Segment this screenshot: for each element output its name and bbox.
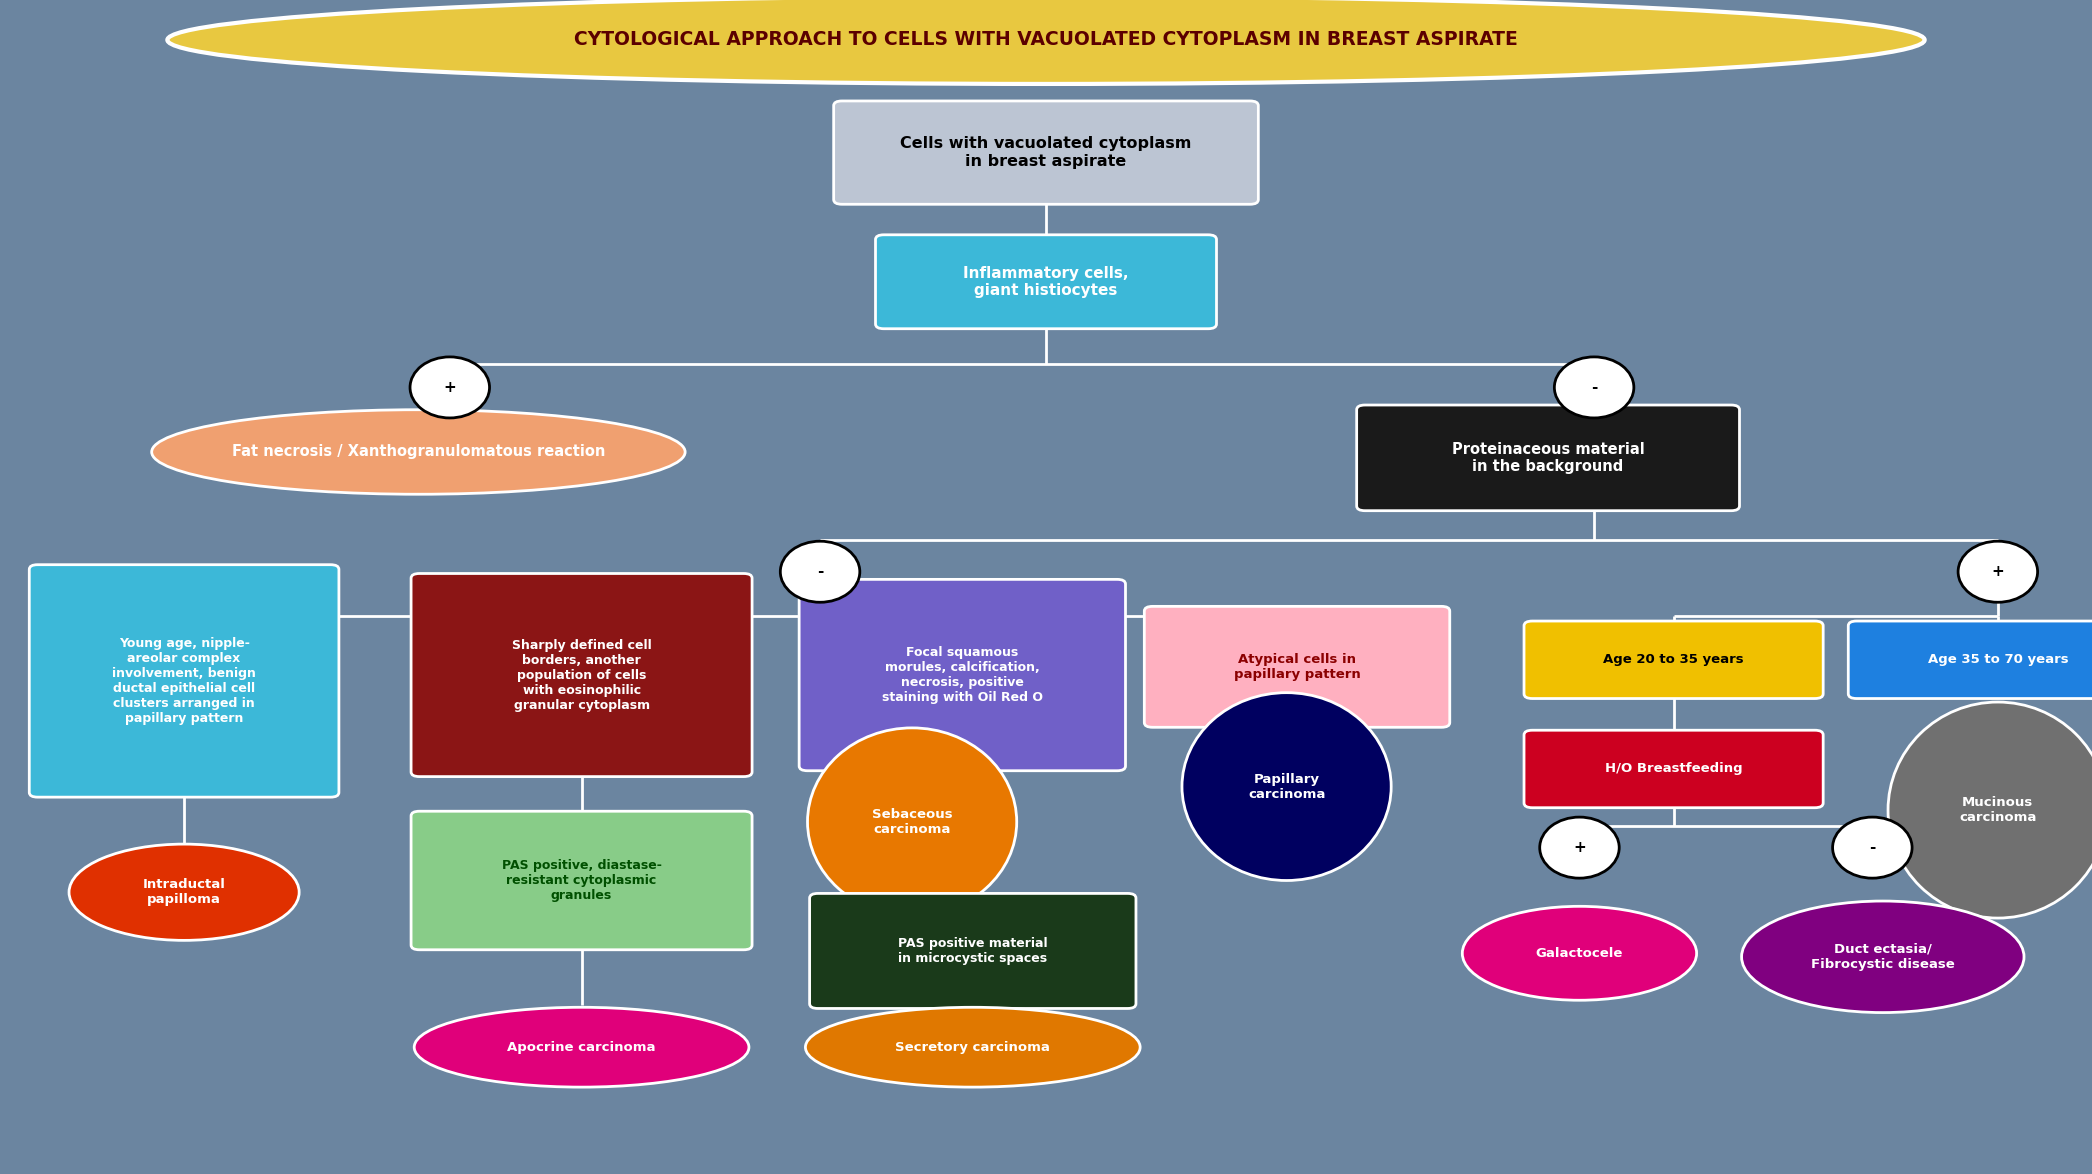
Text: Apocrine carcinoma: Apocrine carcinoma [508,1040,655,1054]
Text: Duct ectasia/
Fibrocystic disease: Duct ectasia/ Fibrocystic disease [1812,943,1954,971]
Text: -: - [1868,841,1877,855]
Text: Intraductal
papilloma: Intraductal papilloma [142,878,226,906]
Text: Cells with vacuolated cytoplasm
in breast aspirate: Cells with vacuolated cytoplasm in breas… [900,136,1192,169]
Text: Galactocele: Galactocele [1536,946,1623,960]
Ellipse shape [69,844,299,940]
FancyBboxPatch shape [1356,405,1738,511]
Text: Young age, nipple-
areolar complex
involvement, benign
ductal epithelial cell
cl: Young age, nipple- areolar complex invol… [113,637,255,724]
FancyBboxPatch shape [799,580,1125,771]
Text: Atypical cells in
papillary pattern: Atypical cells in papillary pattern [1234,653,1360,681]
Text: Age 20 to 35 years: Age 20 to 35 years [1602,653,1745,667]
Ellipse shape [1554,357,1634,418]
Ellipse shape [167,0,1925,85]
FancyBboxPatch shape [1523,621,1824,699]
Text: CYTOLOGICAL APPROACH TO CELLS WITH VACUOLATED CYTOPLASM IN BREAST ASPIRATE: CYTOLOGICAL APPROACH TO CELLS WITH VACUO… [573,31,1519,49]
Ellipse shape [808,728,1017,916]
FancyBboxPatch shape [410,574,753,777]
Ellipse shape [1540,817,1619,878]
FancyBboxPatch shape [1523,730,1824,808]
Text: H/O Breastfeeding: H/O Breastfeeding [1605,762,1743,776]
Text: Papillary
carcinoma: Papillary carcinoma [1249,772,1324,801]
Ellipse shape [1958,541,2038,602]
Text: Age 35 to 70 years: Age 35 to 70 years [1927,653,2069,667]
Ellipse shape [414,1007,749,1087]
FancyBboxPatch shape [1144,606,1450,727]
Text: +: + [1992,565,2004,579]
Text: +: + [444,380,456,394]
Text: Proteinaceous material
in the background: Proteinaceous material in the background [1452,441,1644,474]
FancyBboxPatch shape [810,893,1136,1008]
Ellipse shape [1833,817,1912,878]
Text: Inflammatory cells,
giant histiocytes: Inflammatory cells, giant histiocytes [962,265,1130,298]
FancyBboxPatch shape [1849,621,2092,699]
Text: Fat necrosis / Xanthogranulomatous reaction: Fat necrosis / Xanthogranulomatous react… [232,445,605,459]
FancyBboxPatch shape [29,565,339,797]
Ellipse shape [1887,702,2092,918]
FancyBboxPatch shape [874,235,1218,329]
Ellipse shape [1462,906,1697,1000]
Text: -: - [816,565,824,579]
Ellipse shape [1741,902,2023,1012]
Ellipse shape [780,541,860,602]
Text: +: + [1573,841,1586,855]
Ellipse shape [410,357,490,418]
Text: PAS positive, diastase-
resistant cytoplasmic
granules: PAS positive, diastase- resistant cytopl… [502,859,661,902]
Text: Sebaceous
carcinoma: Sebaceous carcinoma [872,808,952,836]
FancyBboxPatch shape [833,101,1257,204]
Ellipse shape [153,410,686,494]
Text: -: - [1590,380,1598,394]
Text: PAS positive material
in microcystic spaces: PAS positive material in microcystic spa… [897,937,1048,965]
FancyBboxPatch shape [410,811,753,950]
Text: Focal squamous
morules, calcification,
necrosis, positive
staining with Oil Red : Focal squamous morules, calcification, n… [883,646,1042,704]
Ellipse shape [805,1007,1140,1087]
Text: Sharply defined cell
borders, another
population of cells
with eosinophilic
gran: Sharply defined cell borders, another po… [513,639,651,711]
Text: Secretory carcinoma: Secretory carcinoma [895,1040,1050,1054]
Ellipse shape [1182,693,1391,880]
Text: Mucinous
carcinoma: Mucinous carcinoma [1960,796,2036,824]
